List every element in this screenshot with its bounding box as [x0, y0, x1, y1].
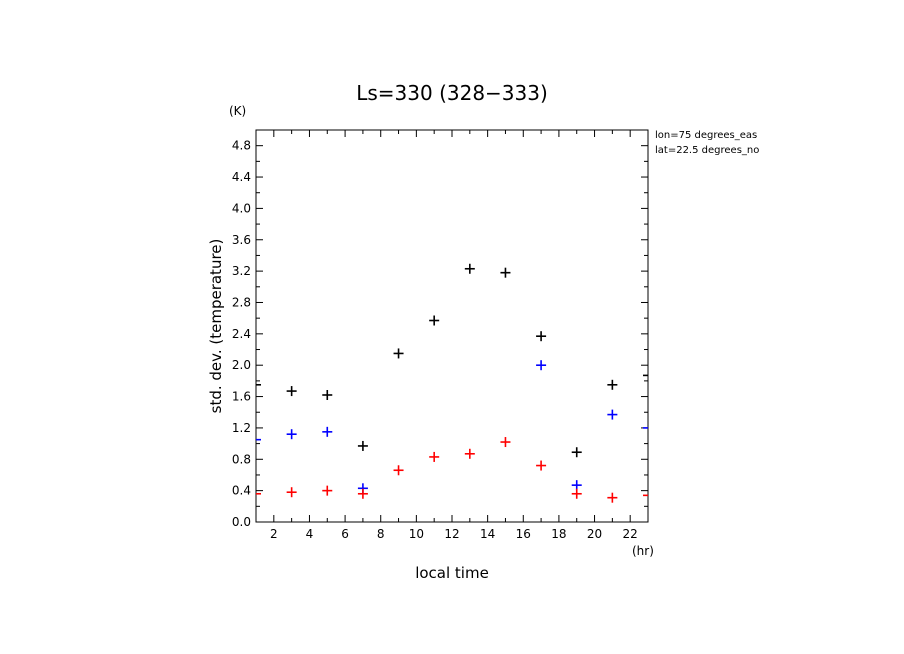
- x-tick-label: 6: [341, 527, 349, 541]
- y-tick-label: 2.4: [232, 327, 251, 341]
- x-tick-label: 20: [587, 527, 602, 541]
- annotation-lon: lon=75 degrees_eas: [655, 130, 757, 141]
- data-point: [536, 360, 547, 371]
- chart-title: Ls=330 (328−333): [356, 81, 548, 105]
- y-tick-label: 4.0: [232, 201, 251, 215]
- y-axis-label: std. dev. (temperature): [207, 239, 225, 414]
- y-tick-label: 2.0: [232, 358, 251, 372]
- data-point: [571, 488, 582, 499]
- data-point: [286, 429, 297, 440]
- data-point: [464, 263, 475, 274]
- data-point: [286, 487, 297, 498]
- data-point: [322, 426, 333, 437]
- y-tick-label: 3.6: [232, 233, 251, 247]
- data-point: [607, 379, 618, 390]
- y-tick-label: 0.0: [232, 515, 251, 529]
- plot-frame: [255, 129, 649, 523]
- data-point: [500, 437, 511, 448]
- x-tick-label: 14: [480, 527, 495, 541]
- x-tick-label: 22: [623, 527, 638, 541]
- data-point: [322, 485, 333, 496]
- y-tick-label: 1.6: [232, 390, 251, 404]
- data-point: [500, 267, 511, 278]
- x-tick-label: 10: [409, 527, 424, 541]
- y-tick-label: 4.4: [232, 170, 251, 184]
- data-point: [393, 465, 404, 476]
- y-tick-label: 3.2: [232, 264, 251, 278]
- data-point: [571, 447, 582, 458]
- y-tick-label: 1.2: [232, 421, 251, 435]
- y-unit-label: (K): [229, 104, 246, 118]
- y-tick-label: 2.8: [232, 295, 251, 309]
- x-tick-label: 16: [516, 527, 531, 541]
- data-point: [536, 331, 547, 342]
- x-unit-label: (hr): [632, 544, 654, 558]
- data-point: [571, 480, 582, 491]
- y-tick-label: 0.8: [232, 452, 251, 466]
- data-point: [322, 389, 333, 400]
- data-point: [464, 448, 475, 459]
- x-tick-label: 8: [377, 527, 385, 541]
- x-tick-label: 2: [270, 527, 278, 541]
- data-point: [429, 451, 440, 462]
- data-point: [607, 492, 618, 503]
- y-tick-label: 0.4: [232, 484, 251, 498]
- annotation-lat: lat=22.5 degrees_no: [655, 145, 759, 156]
- axis-ticks: 0.0 0.4 0.8 1.2 1.6 2.0 2.4 2.8 3.2 3.6 4.0 4.4 4.8 2…: [232, 130, 648, 541]
- data-point: [357, 488, 368, 499]
- x-axis-label: local time: [415, 564, 489, 582]
- data-point: [357, 440, 368, 451]
- data-points: [256, 263, 648, 503]
- data-point: [286, 386, 297, 397]
- x-tick-label: 12: [444, 527, 459, 541]
- x-tick-label: 18: [551, 527, 566, 541]
- data-point: [607, 409, 618, 420]
- x-tick-label: 4: [306, 527, 314, 541]
- y-tick-label: 4.8: [232, 139, 251, 153]
- data-point: [393, 348, 404, 359]
- data-point: [429, 315, 440, 326]
- data-point: [536, 460, 547, 471]
